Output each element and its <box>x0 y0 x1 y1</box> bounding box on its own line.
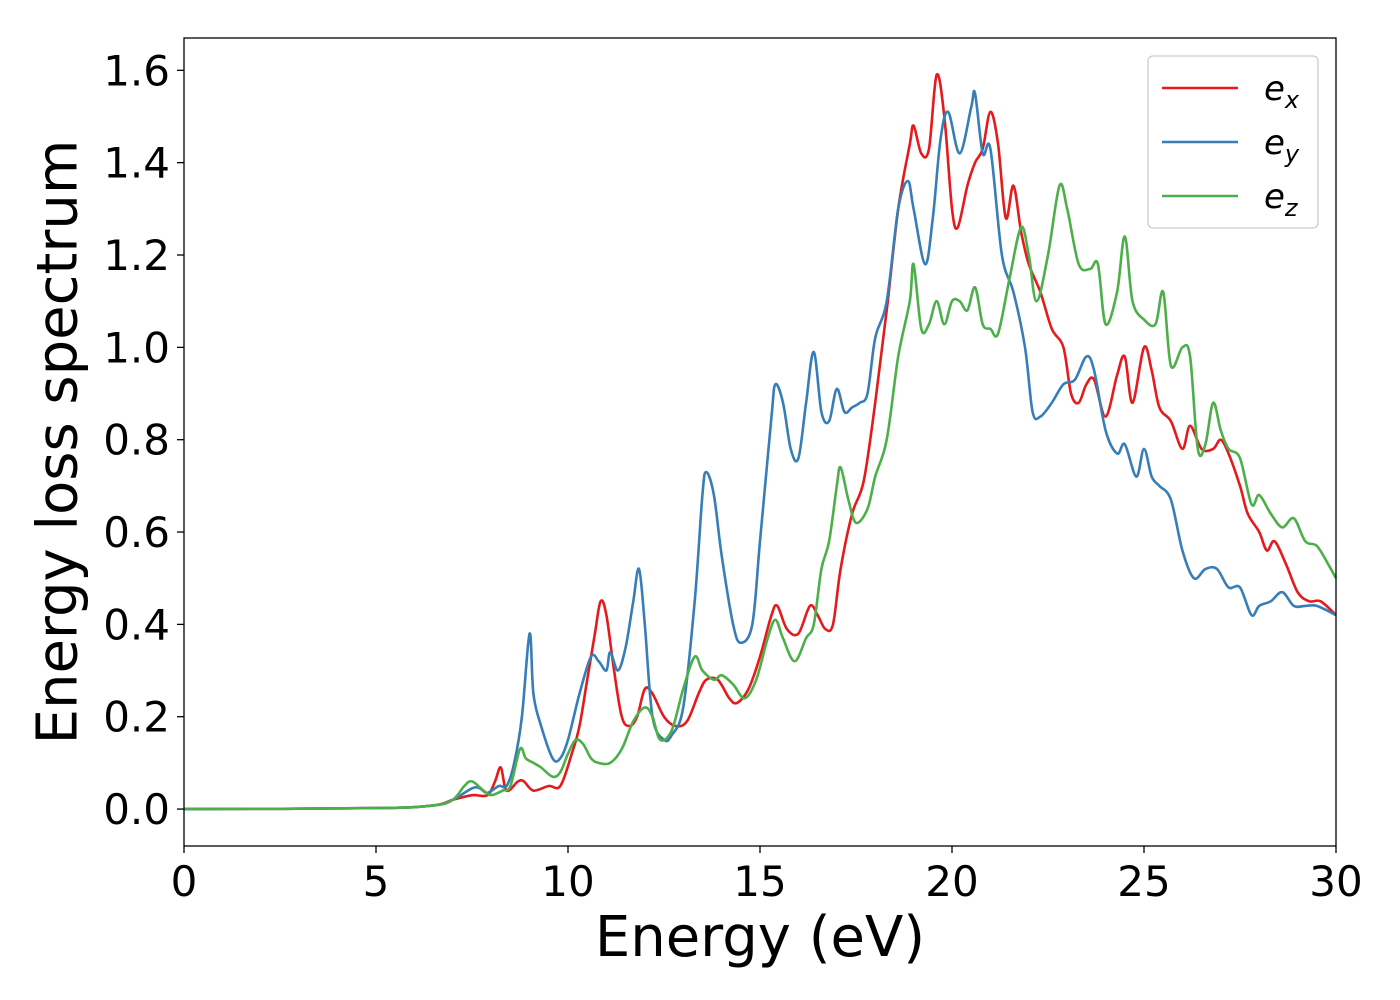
y-tick-label: 1.0 <box>103 323 170 372</box>
plot-area-frame <box>183 37 1337 847</box>
y-tick-label: 1.4 <box>103 139 170 188</box>
x-tick-label: 25 <box>1117 857 1170 906</box>
x-tick-label: 5 <box>363 857 390 906</box>
tick-layer: 0 5 10 15 20 25 30 0.0 0.2 0.4 0.6 0.8 1.0 1.2 1.4 1.6 <box>103 46 1363 906</box>
legend-label-base: e <box>1264 177 1285 217</box>
y-tick-label: 0.0 <box>103 785 170 834</box>
x-axis-label: Energy (eV) <box>595 905 925 970</box>
legend-label-base: e <box>1264 69 1285 109</box>
y-axis-label: Energy loss spectrum <box>26 140 91 745</box>
legend-label-base: e <box>1264 123 1285 163</box>
x-tick-label: 15 <box>733 857 786 906</box>
x-tick-label: 10 <box>541 857 594 906</box>
y-tick-label: 0.4 <box>103 600 170 649</box>
legend-label-subscript: z <box>1284 194 1299 222</box>
legend-label-subscript: y <box>1284 140 1300 168</box>
y-tick-label: 1.6 <box>103 46 170 95</box>
y-tick-label: 1.2 <box>103 231 170 280</box>
series-line-y <box>183 89 1337 811</box>
legend-label-z: ez <box>1264 177 1299 222</box>
y-tick-label: 0.8 <box>103 416 170 465</box>
legend-label-x: ex <box>1264 69 1300 114</box>
x-tick-label: 20 <box>925 857 978 906</box>
series-line-z <box>183 182 1338 811</box>
legend-label-subscript: x <box>1284 86 1300 114</box>
x-tick-label: 30 <box>1309 857 1362 906</box>
y-tick-label: 0.6 <box>103 508 170 557</box>
x-tick-label: 0 <box>171 857 198 906</box>
legend-label-y: ey <box>1264 123 1300 168</box>
series-layer <box>183 72 1338 811</box>
y-tick-label: 0.2 <box>103 693 170 742</box>
